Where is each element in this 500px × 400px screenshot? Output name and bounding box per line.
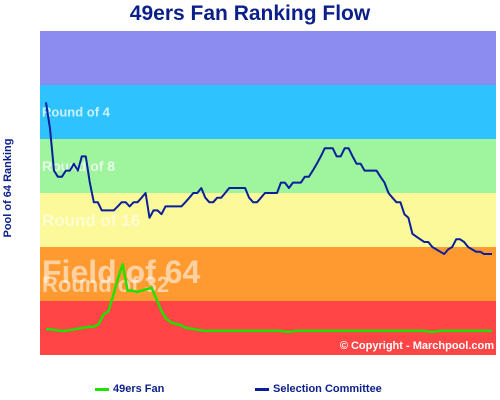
series-line-49ers-fan (46, 263, 492, 334)
band-label-2: Round of 16 (42, 211, 140, 230)
series-lines (45, 102, 492, 334)
band-5 (40, 31, 496, 85)
band-label-4: Round of 4 (42, 105, 111, 120)
legend-swatch-fan (95, 387, 109, 391)
legend-swatch-committee (255, 387, 269, 391)
band-0 (40, 301, 496, 355)
ranking-bands (40, 31, 496, 355)
legend-item-committee: Selection Committee (255, 383, 382, 395)
band-label-1: Round of 32 (42, 272, 169, 297)
legend-label-fan: 49ers Fan (113, 383, 165, 395)
band-4 (40, 85, 496, 139)
band-1 (40, 247, 496, 301)
chart-title: 49ers Fan Ranking Flow (129, 2, 371, 25)
band-3 (40, 139, 496, 193)
copyright-text: © Copyright - Marchpool.com (340, 340, 494, 352)
legend-item-fan: 49ers Fan (95, 383, 164, 395)
series-line-selection-committee (45, 102, 492, 255)
legend-label-committee: Selection Committee (273, 383, 382, 395)
